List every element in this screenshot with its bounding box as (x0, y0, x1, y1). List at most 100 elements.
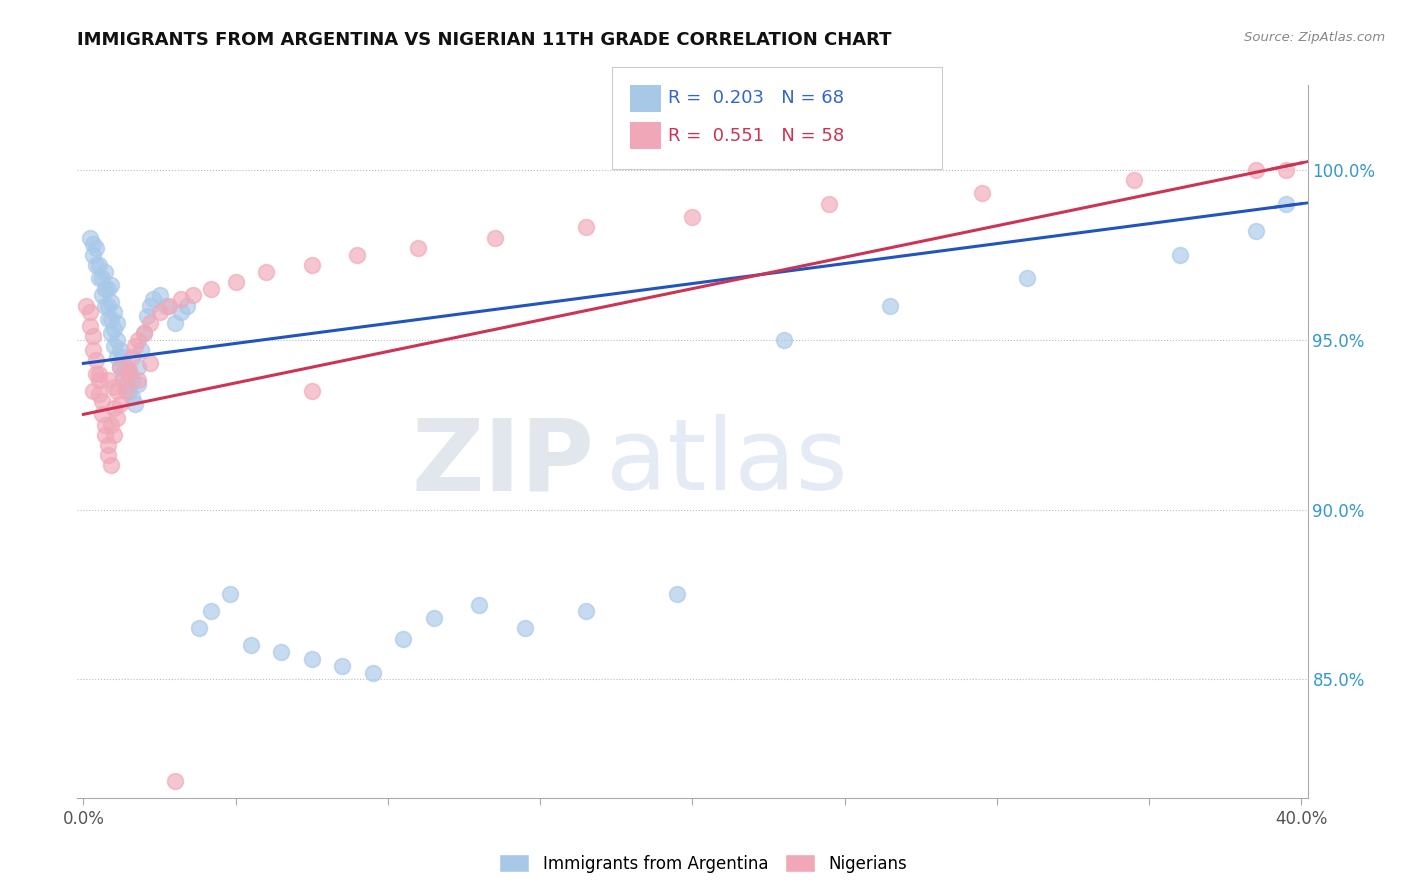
Point (200, 282, 222, 296)
Point (97, 312, 120, 326)
Point (666, 587, 689, 601)
Point (100, 295, 122, 310)
Point (422, 611, 444, 625)
Point (142, 292, 165, 306)
Point (301, 258, 323, 272)
Point (103, 380, 125, 394)
Point (200, 604, 222, 618)
Point (90, 271, 112, 285)
Point (103, 427, 125, 442)
Point (84, 258, 107, 272)
Point (84, 367, 107, 381)
Point (121, 350, 143, 364)
Point (93, 282, 115, 296)
Point (127, 333, 149, 347)
Point (575, 604, 598, 618)
Text: ZIP: ZIP (411, 415, 595, 511)
Point (115, 376, 138, 391)
Point (87, 258, 110, 272)
Point (90, 393, 112, 408)
Point (93, 299, 115, 313)
Point (124, 397, 146, 411)
Text: R =  0.203   N = 68: R = 0.203 N = 68 (668, 89, 844, 107)
Point (103, 305, 125, 319)
Point (97, 282, 120, 296)
Point (79, 230, 101, 244)
Point (408, 241, 430, 255)
Point (118, 367, 141, 381)
Point (176, 299, 198, 313)
Point (127, 359, 149, 374)
Point (93, 427, 115, 442)
Point (682, 211, 704, 225)
Point (97, 438, 120, 452)
Point (575, 220, 598, 235)
Point (82, 343, 104, 357)
Point (90, 288, 112, 302)
Point (84, 241, 107, 255)
Point (103, 401, 125, 415)
Point (118, 367, 141, 381)
Point (79, 318, 101, 333)
Point (170, 292, 193, 306)
Point (115, 359, 138, 374)
Point (82, 384, 104, 398)
Point (1168, 247, 1191, 261)
Point (115, 384, 138, 398)
Point (879, 299, 901, 313)
Point (392, 632, 415, 646)
Text: Source: ZipAtlas.com: Source: ZipAtlas.com (1244, 31, 1385, 45)
Point (129, 343, 152, 357)
Point (105, 384, 128, 398)
Point (1275, 196, 1298, 211)
Point (100, 417, 122, 432)
Point (270, 645, 292, 659)
Point (100, 312, 122, 326)
Point (157, 299, 180, 313)
Point (218, 587, 240, 601)
Point (118, 363, 141, 377)
Text: R =  0.551   N = 58: R = 0.551 N = 58 (668, 127, 844, 145)
Point (111, 373, 134, 387)
Point (105, 333, 128, 347)
Point (330, 658, 353, 673)
Point (87, 387, 110, 401)
Point (225, 275, 247, 289)
Point (93, 417, 115, 432)
Point (818, 196, 841, 211)
Point (90, 408, 112, 422)
Point (127, 373, 149, 387)
Point (772, 333, 794, 347)
Point (361, 665, 384, 680)
Point (484, 230, 506, 244)
Point (82, 247, 104, 261)
Point (108, 343, 131, 357)
Point (124, 339, 146, 353)
Point (87, 271, 110, 285)
Point (82, 329, 104, 343)
Point (188, 622, 211, 636)
Point (84, 353, 107, 368)
Point (346, 247, 368, 261)
Text: atlas: atlas (606, 415, 848, 511)
Point (97, 373, 120, 387)
Point (127, 376, 149, 391)
Point (148, 288, 170, 302)
Point (254, 265, 277, 279)
Point (108, 397, 131, 411)
Point (163, 316, 186, 330)
Point (139, 299, 162, 313)
Point (108, 359, 131, 374)
Point (1123, 173, 1146, 187)
Point (100, 326, 122, 340)
Point (1017, 271, 1039, 285)
Point (155, 299, 177, 313)
Point (301, 384, 323, 398)
Text: IMMIGRANTS FROM ARGENTINA VS NIGERIAN 11TH GRADE CORRELATION CHART: IMMIGRANTS FROM ARGENTINA VS NIGERIAN 11… (77, 31, 891, 49)
Point (87, 373, 110, 387)
Point (75, 299, 97, 313)
Point (239, 639, 262, 653)
Point (181, 288, 204, 302)
Point (108, 359, 131, 374)
Point (513, 622, 536, 636)
